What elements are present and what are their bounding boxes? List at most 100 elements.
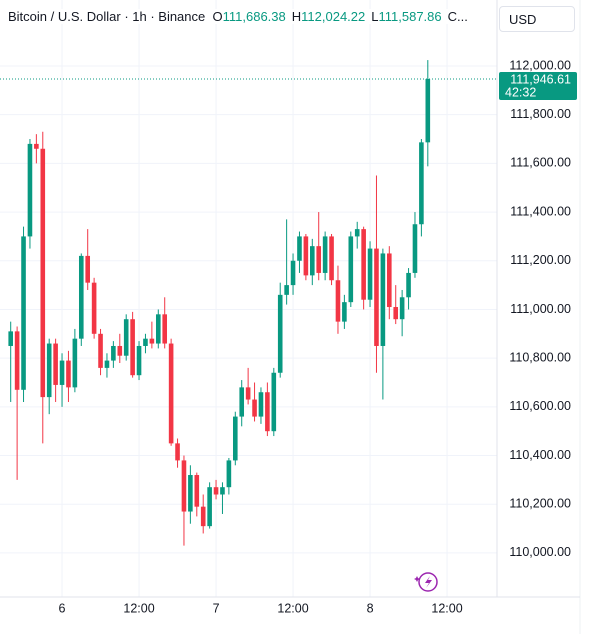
- candle-body: [143, 338, 148, 346]
- candle-body: [21, 236, 26, 390]
- x-tick-label: 6: [59, 601, 66, 615]
- y-tick-label: 111,200.00: [510, 253, 571, 267]
- ohlc-key: H: [291, 9, 302, 24]
- candle-body: [98, 333, 103, 368]
- candle-body: [348, 236, 354, 303]
- candle-body: [252, 399, 257, 417]
- ohlc-key: L: [371, 9, 379, 24]
- symbol: Bitcoin / U.S. Dollar · 1h · Binance: [8, 9, 206, 24]
- y-tick-label: 111,000.00: [510, 302, 571, 316]
- candle-body: [303, 236, 309, 276]
- ohlc-values: O111,686.38 H112,024.22 L111,587.86: [212, 9, 447, 24]
- candle-body: [46, 343, 52, 398]
- candle-body: [91, 282, 97, 334]
- candle-body: [419, 142, 424, 225]
- candle-body: [322, 236, 328, 273]
- candle-body: [342, 302, 347, 322]
- grid: [0, 0, 497, 597]
- candle-body: [367, 248, 373, 300]
- x-tick-label: 12:00: [431, 601, 462, 615]
- ohlc-legend: Bitcoin / U.S. Dollar · 1h · Binance O11…: [8, 9, 472, 24]
- candle-body: [226, 460, 232, 488]
- candle-body: [136, 345, 142, 376]
- x-tick-label: 12:00: [277, 601, 308, 615]
- candle-body: [168, 343, 174, 444]
- y-tick-label: 112,000.00: [509, 58, 571, 72]
- x-tick-label: 7: [213, 601, 220, 615]
- candle-body: [393, 307, 399, 320]
- candle-body: [265, 392, 270, 432]
- candle-body: [117, 345, 123, 356]
- axes: 110,000.00 110,200.00 110,400.00 110,600.00…: [59, 58, 577, 615]
- candle-body: [316, 246, 322, 273]
- candle-body: [59, 360, 65, 385]
- candle-body: [277, 294, 283, 373]
- candle-body: [155, 314, 161, 344]
- candle-body: [66, 360, 71, 388]
- candle-body: [297, 236, 302, 261]
- last-price-tag: [499, 71, 577, 100]
- ohlc-value: 111,587.86: [378, 9, 442, 24]
- candle-body: [149, 338, 155, 344]
- candle-body: [14, 331, 20, 390]
- candle-body: [329, 236, 334, 281]
- candle-body: [239, 387, 245, 417]
- y-tick-label: 111,800.00: [510, 107, 571, 121]
- candle-body: [162, 314, 168, 344]
- candle-body: [232, 416, 238, 461]
- candle-body: [425, 78, 431, 143]
- candle-body: [111, 345, 116, 361]
- candle-body: [27, 143, 33, 237]
- candle-body: [284, 285, 289, 295]
- candle-body: [309, 246, 315, 276]
- candle-body: [406, 272, 411, 298]
- candle-body: [188, 475, 193, 512]
- y-tick-label: 110,800.00: [509, 350, 571, 364]
- candle-body: [245, 387, 251, 400]
- candle-body: [387, 253, 392, 308]
- y-tick-label: 110,600.00: [509, 399, 571, 413]
- currency-button[interactable]: USD: [499, 6, 575, 32]
- candle-body: [8, 331, 13, 346]
- candle-body: [181, 460, 187, 512]
- candle-body: [335, 280, 341, 322]
- candle-body: [207, 487, 212, 527]
- candle-body: [399, 297, 405, 320]
- x-tick-label: 12:00: [123, 601, 154, 615]
- candle-body: [72, 338, 78, 388]
- ohlc-value: 112,024.22: [301, 9, 366, 24]
- assistant-icon[interactable]: [414, 572, 438, 592]
- ohlc-value: 111,686.38: [222, 9, 286, 24]
- y-tick-label: 110,400.00: [509, 448, 571, 462]
- candle-body: [123, 319, 129, 356]
- candle-body: [194, 475, 200, 507]
- candle-body: [78, 255, 84, 339]
- candle-body: [85, 255, 91, 283]
- candle-body: [354, 229, 360, 237]
- y-tick-label: 111,600.00: [510, 156, 571, 170]
- last-price-label: 111,946.61: [510, 72, 571, 86]
- more: C...: [447, 9, 468, 24]
- candle-body: [290, 260, 296, 286]
- candle-body: [200, 506, 206, 527]
- candle-body: [130, 319, 135, 376]
- candle-body: [34, 143, 39, 149]
- y-tick-label: 110,000.00: [509, 545, 571, 559]
- candle-body: [53, 343, 58, 385]
- candle-body: [175, 443, 180, 461]
- candle-body: [258, 392, 264, 417]
- candle-body: [361, 229, 366, 300]
- candle-body: [374, 248, 379, 346]
- candle-body: [40, 148, 46, 398]
- candle-body: [104, 360, 110, 368]
- candle-body: [412, 224, 418, 273]
- y-tick-label: 110,200.00: [509, 497, 571, 511]
- candle-body: [380, 253, 386, 346]
- candles: [0, 60, 497, 546]
- candle-body: [213, 487, 219, 495]
- candle-body: [220, 487, 225, 495]
- x-tick-label: 8: [367, 601, 374, 615]
